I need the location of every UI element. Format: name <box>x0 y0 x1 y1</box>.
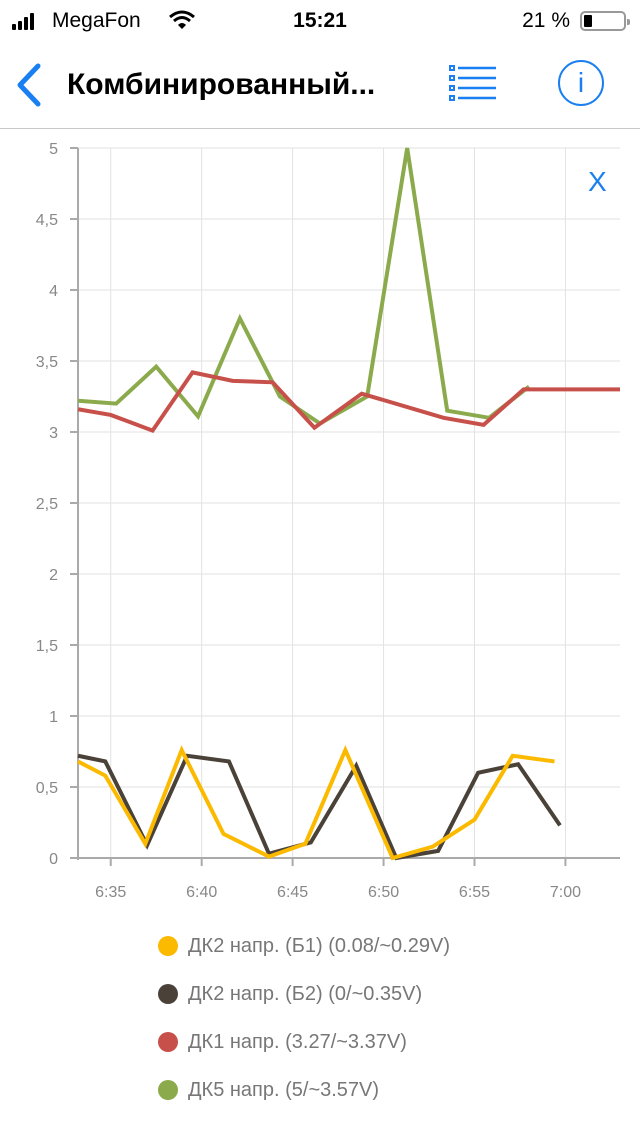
legend-color-dot <box>158 936 178 956</box>
y-tick-label: 3,5 <box>36 354 58 371</box>
navigation-bar: Комбинированный... i <box>0 40 640 129</box>
x-tick-label: 7:00 <box>550 884 581 901</box>
y-tick-label: 2 <box>49 567 58 584</box>
y-tick-label: 5 <box>49 141 58 158</box>
series-line <box>77 745 555 861</box>
x-tick-label: 6:40 <box>186 884 217 901</box>
y-tick-label: 1 <box>49 709 58 726</box>
chevron-left-icon[interactable] <box>14 62 44 108</box>
legend-item[interactable]: ДК5 напр. (5/~3.57V) <box>158 1066 450 1114</box>
wifi-icon <box>169 10 195 29</box>
battery-icon <box>580 11 630 31</box>
series-line <box>77 753 562 861</box>
x-tick-label: 6:55 <box>459 884 490 901</box>
y-tick-label: 2,5 <box>36 496 58 513</box>
carrier-name: MegaFon <box>52 9 141 32</box>
y-tick-label: 0 <box>49 851 58 868</box>
legend-color-dot <box>158 1080 178 1100</box>
legend-item[interactable]: ДК2 напр. (Б2) (0/~0.35V) <box>158 970 450 1018</box>
y-tick-label: 3 <box>49 425 58 442</box>
clock: 15:21 <box>293 9 347 32</box>
x-tick-label: 6:50 <box>368 884 399 901</box>
close-chart-button[interactable]: X <box>588 166 607 197</box>
legend-item[interactable]: ДК2 напр. (Б1) (0.08/~0.29V) <box>158 922 450 970</box>
chart-legend: ДК2 напр. (Б1) (0.08/~0.29V) ДК2 напр. (Б… <box>158 922 450 1114</box>
legend-label: ДК1 напр. (3.27/~3.37V) <box>188 1030 407 1053</box>
legend-label: ДК2 напр. (Б1) (0.08/~0.29V) <box>188 934 450 957</box>
list-icon[interactable] <box>448 64 498 102</box>
legend-label: ДК2 напр. (Б2) (0/~0.35V) <box>188 982 423 1005</box>
x-tick-label: 6:35 <box>95 884 126 901</box>
y-tick-label: 4 <box>49 283 58 300</box>
page-title: Комбинированный... <box>67 68 376 101</box>
series-line <box>77 147 531 426</box>
status-bar: MegaFon 15:21 21 % <box>0 0 640 40</box>
y-tick-label: 1,5 <box>36 638 58 655</box>
legend-label: ДК5 напр. (5/~3.57V) <box>188 1078 380 1101</box>
legend-color-dot <box>158 1032 178 1052</box>
info-button[interactable]: i <box>558 60 604 106</box>
series-line <box>77 370 620 433</box>
x-tick-label: 6:45 <box>277 884 308 901</box>
legend-color-dot <box>158 984 178 1004</box>
info-icon: i <box>577 67 585 98</box>
y-tick-label: 0,5 <box>36 780 58 797</box>
legend-item[interactable]: ДК1 напр. (3.27/~3.37V) <box>158 1018 450 1066</box>
y-tick-label: 4,5 <box>36 212 58 229</box>
signal-icon <box>12 13 34 30</box>
battery-percent: 21 % <box>522 9 570 32</box>
line-chart: 0 0,5 1 1,5 2 2,5 3 3,5 4 4,5 5 6:35 6:40 6:45 6:50 6:5… <box>36 141 620 901</box>
